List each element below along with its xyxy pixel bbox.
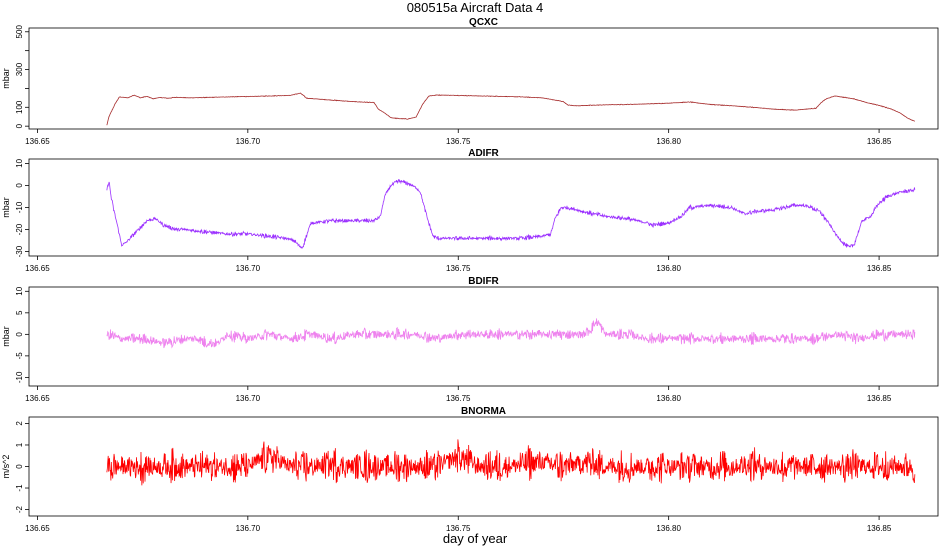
y-tick-label: 0 xyxy=(15,332,24,337)
chart-panel-4: BNORMA m/s^2 136.65 136.70 136.75 136.80 136.8… xyxy=(1,406,939,533)
y-tick-label: 0 xyxy=(15,464,24,469)
y-tick-label: 1 xyxy=(15,442,24,447)
x-tick-label: 136.70 xyxy=(236,137,261,146)
y-tick-label: -20 xyxy=(15,223,24,235)
series-line xyxy=(106,318,916,349)
panel-title: BNORMA xyxy=(461,406,506,417)
x-tick-label: 136.75 xyxy=(446,137,471,146)
y-tick-label: 2 xyxy=(15,421,24,426)
x-tick-label: 136.70 xyxy=(236,524,261,533)
x-tick-label: 136.65 xyxy=(25,137,50,146)
y-tick-label: -10 xyxy=(15,371,24,383)
y-tick-label: -2 xyxy=(15,505,24,513)
y-axis-label: mbar xyxy=(1,197,11,218)
plot-frame xyxy=(28,27,939,130)
y-tick-label: -1 xyxy=(15,484,24,492)
x-tick-label: 136.80 xyxy=(656,394,681,403)
chart-panel-3: BDIFR mbar 136.65 136.70 136.75 136.80 136.85 1… xyxy=(1,276,939,403)
y-tick-label: 300 xyxy=(15,62,24,76)
y-tick-label: 5 xyxy=(15,310,24,315)
x-tick-label: 136.80 xyxy=(656,264,681,273)
y-tick-label: -10 xyxy=(15,201,24,213)
y-tick-label: 10 xyxy=(15,158,24,167)
plot-frame xyxy=(28,286,939,387)
y-tick-label: -5 xyxy=(15,352,24,360)
y-tick-label: 0 xyxy=(15,183,24,188)
y-axis-label: mbar xyxy=(1,326,11,347)
x-tick-label: 136.85 xyxy=(867,394,892,403)
series-line xyxy=(106,439,916,486)
figure-title: 080515a Aircraft Data 4 xyxy=(406,0,544,15)
x-tick-label: 136.70 xyxy=(236,394,261,403)
x-tick-label: 136.75 xyxy=(446,524,471,533)
x-tick-label: 136.75 xyxy=(446,264,471,273)
series-line xyxy=(106,92,916,126)
x-tick-label: 136.80 xyxy=(656,524,681,533)
x-tick-label: 136.70 xyxy=(236,264,261,273)
y-tick-label: 500 xyxy=(15,25,24,39)
x-tick-label: 136.85 xyxy=(867,524,892,533)
y-tick-label: 0 xyxy=(15,123,24,128)
x-tick-label: 136.65 xyxy=(25,264,50,273)
panel-title: ADIFR xyxy=(468,148,499,159)
y-axis-label: m/s^2 xyxy=(1,455,11,479)
x-tick-label: 136.85 xyxy=(867,264,892,273)
y-axis-label: mbar xyxy=(1,68,11,89)
panel-title: QCXC xyxy=(469,17,498,28)
x-tick-label: 136.75 xyxy=(446,394,471,403)
x-tick-label: 136.85 xyxy=(867,137,892,146)
panel-title: BDIFR xyxy=(468,276,499,287)
y-tick-label: -30 xyxy=(15,245,24,257)
x-tick-label: 136.80 xyxy=(656,137,681,146)
series-line xyxy=(106,179,916,249)
y-tick-label: 10 xyxy=(15,286,24,295)
plot-frame xyxy=(28,158,939,257)
x-axis-label: day of year xyxy=(442,531,508,546)
chart-panel-1: QCXC mbar 136.65 136.70 136.75 136.80 136.85 0 1… xyxy=(1,17,939,146)
chart-panel-2: ADIFR mbar 136.65 136.70 136.75 136.80 136.85 1… xyxy=(1,148,939,273)
x-tick-label: 136.65 xyxy=(25,524,50,533)
x-tick-label: 136.65 xyxy=(25,394,50,403)
y-tick-label: 100 xyxy=(15,100,24,114)
